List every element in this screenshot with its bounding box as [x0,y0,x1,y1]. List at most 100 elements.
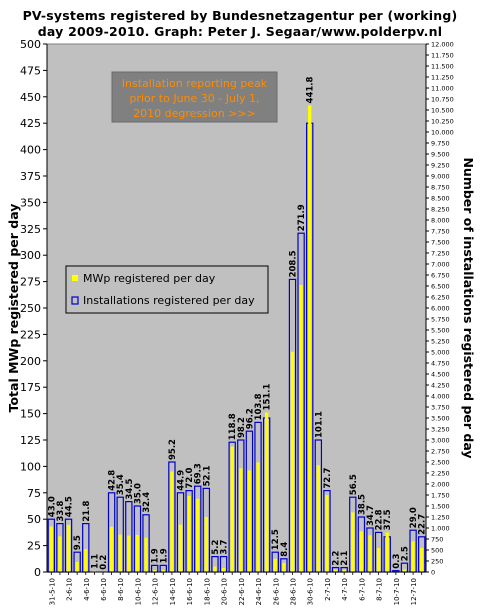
bar-data-label: 29.0 [409,507,419,528]
x-tick-label: 8-6-10 [117,578,125,601]
y2-tick-label: 2.750 [431,448,450,456]
x-tick-label: 12-7-10 [410,578,418,605]
y2-tick-label: 10.500 [431,107,454,115]
y2-tick-label: 2.500 [431,459,450,467]
mwp-bar [273,558,277,572]
bar-data-label: 34.7 [366,505,376,526]
mwp-bar [196,498,200,572]
bar-data-label: 69.3 [194,463,204,484]
legend-label-mwp: MWp registered per day [83,272,216,285]
y2-tick-label: 10.000 [431,129,454,137]
y2-tick-label: 2.000 [431,481,450,489]
mwp-bar [385,532,389,572]
y2-tick-label: 3.500 [431,415,450,423]
y2-tick-label: 750 [431,536,443,544]
annotation-text: 2010 degression >>> [133,107,256,120]
x-tick-label: 18-6-10 [203,578,211,605]
y2-tick-label: 0 [431,569,435,577]
y2-tick-label: 8.000 [431,217,450,225]
y2-tick-label: 9.500 [431,151,450,159]
y2-tick-label: 2.250 [431,470,450,478]
y2-tick-label: 8.250 [431,206,450,214]
y2-tick-label: 3.250 [431,426,450,434]
mwp-bar [376,547,381,572]
y2-tick-label: 8.500 [431,195,450,203]
y2-tick-label: 9.750 [431,140,450,148]
y-tick-label: 225 [20,328,41,341]
mwp-bar [282,563,286,572]
mwp-bar [351,512,355,572]
bar-data-label: 96.2 [245,408,255,429]
mwp-bar [299,284,303,572]
x-tick-label: 12-6-10 [152,578,160,605]
y2-tick-label: 4.500 [431,371,450,379]
x-tick-label: 26-6-10 [272,578,280,605]
y2-tick-label: 11.750 [431,52,454,60]
bar-data-label: 38.5 [357,494,367,515]
mwp-bar [221,568,226,572]
x-tick-label: 4-7-10 [341,578,349,601]
y-tick-label: 300 [20,249,41,262]
y-tick-label: 100 [20,460,41,473]
bar-data-label: 1.9 [151,548,161,563]
annotation-box [111,71,278,123]
y2-tick-label: 11.000 [431,85,454,93]
mwp-bar [66,525,71,572]
y2-tick-label: 6.000 [431,305,450,313]
mwp-bar [290,351,295,572]
chart-title-line-2: day 2009-2010. Graph: Peter J. Segaar/ww… [37,24,443,39]
y-axis-title: Total MWp registered per day [6,204,21,413]
y-tick-label: 475 [20,64,41,77]
bar-data-label: 2.5 [400,546,410,561]
mwp-bar [308,105,312,572]
y-tick-label: 150 [20,408,41,421]
mwp-bar [247,470,252,572]
y2-tick-label: 1.500 [431,503,450,511]
mwp-bar [342,569,346,572]
y2-tick-label: 6.500 [431,283,450,291]
bar-data-label: 1.9 [159,548,169,563]
y-tick-label: 425 [20,117,41,130]
y-tick-label: 0 [34,566,41,579]
mwp-bar [411,541,415,572]
mwp-bar [109,526,114,572]
bar-data-label: 8.4 [280,542,290,557]
x-tick-label: 20-6-10 [221,578,229,605]
bar-data-label: 37.5 [383,509,393,530]
bar-data-label: 2.2 [332,550,342,565]
mwp-bar [92,570,97,572]
bar-data-label: 101.1 [314,411,324,438]
bar-data-label: 271.9 [297,204,307,231]
x-tick-label: 16-6-10 [186,578,194,605]
mwp-bar [144,537,148,572]
mwp-bar [58,536,62,572]
legend-label-installations: Installations registered per day [83,294,255,307]
bar-data-label: 42.8 [108,470,118,491]
y-tick-label: 50 [27,513,41,526]
bar-data-label: 0.3 [392,554,402,569]
y2-tick-label: 1.250 [431,514,450,522]
y-tick-label: 350 [20,196,41,209]
y-tick-label: 200 [20,355,41,368]
x-tick-label: 8-7-10 [376,578,384,601]
bar-data-label: 9.5 [73,535,83,550]
bar-data-label: 12.5 [271,529,281,550]
y2-tick-label: 5.750 [431,316,450,324]
y-tick-label: 375 [20,170,41,183]
annotation-text: prior to June 30 - July 1, [129,92,259,105]
bar-data-label: 208.5 [288,250,298,277]
mwp-bar [204,516,208,572]
y-tick-label: 400 [20,144,41,157]
y2-tick-label: 5.500 [431,327,450,335]
bar-data-label: 3.7 [220,539,230,554]
mwp-bar [325,495,329,572]
y2-tick-label: 6.250 [431,294,450,302]
legend-box [65,265,269,314]
bar-data-label: 0.2 [99,555,109,570]
y2-tick-label: 11.500 [431,63,454,71]
x-tick-label: 4-6-10 [83,578,91,601]
x-tick-label: 31-5-10 [48,578,56,605]
bar-data-label: 72.0 [185,468,195,489]
mwp-bar [135,535,140,572]
